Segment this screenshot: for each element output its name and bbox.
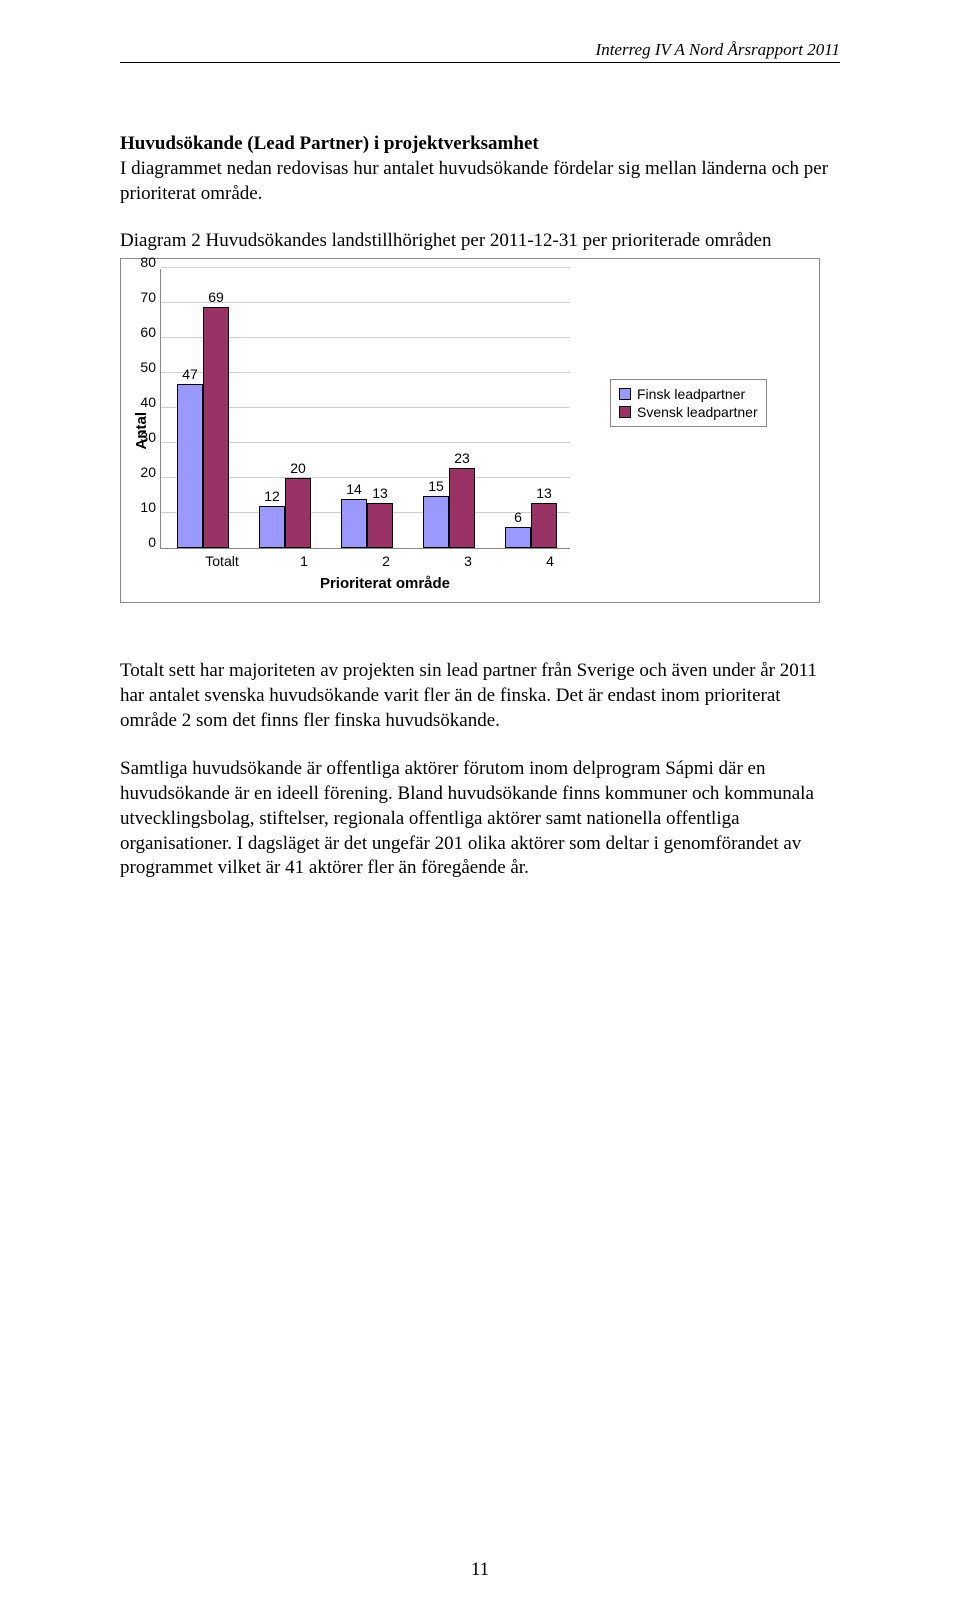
paragraph-2: Samtliga huvudsökande är offentliga aktö…	[120, 757, 840, 880]
plot-area: 47 69 12 20 14 13 15 23 6 13	[160, 269, 570, 549]
page: Interreg IV A Nord Årsrapport 2011 Huvud…	[0, 0, 960, 1617]
x-tick-label: Totalt	[205, 553, 238, 569]
section-title: Huvudsökande (Lead Partner) i projektver…	[120, 133, 840, 155]
x-tick-label: 4	[546, 553, 554, 569]
bar-value-label: 14	[346, 481, 362, 497]
x-tick-label: 2	[382, 553, 390, 569]
page-number: 11	[0, 1559, 960, 1581]
legend: Finsk leadpartner Svensk leadpartner	[610, 379, 767, 427]
bar-value-label: 23	[454, 450, 470, 466]
bar	[259, 506, 285, 548]
bar-value-label: 12	[264, 488, 280, 504]
legend-label: Finsk leadpartner	[637, 386, 745, 402]
x-tick-label: 3	[464, 553, 472, 569]
bar	[177, 384, 203, 549]
paragraph-1: Totalt sett har majoriteten av projekten…	[120, 659, 840, 733]
plot-column: Antal 80706050403020100 4769122014131523…	[133, 269, 590, 592]
x-axis-label: Prioriterat område	[180, 575, 590, 592]
bar	[531, 503, 557, 549]
chart-caption: Diagram 2 Huvudsökandes landstillhörighe…	[120, 230, 840, 252]
bar	[203, 307, 229, 549]
running-header: Interreg IV A Nord Årsrapport 2011	[120, 40, 840, 60]
legend-item: Finsk leadpartner	[619, 386, 758, 402]
bar	[367, 503, 393, 549]
bar-value-label: 13	[536, 485, 552, 501]
bar	[423, 496, 449, 549]
bar	[505, 527, 531, 548]
bar	[285, 478, 311, 548]
bar-value-label: 69	[208, 289, 224, 305]
legend-item: Svensk leadpartner	[619, 404, 758, 420]
legend-swatch	[619, 388, 631, 400]
chart-frame: Antal 80706050403020100 4769122014131523…	[120, 258, 820, 603]
bar-value-label: 20	[290, 460, 306, 476]
x-tick-label: 1	[300, 553, 308, 569]
chart-inner: Antal 80706050403020100 4769122014131523…	[133, 269, 807, 592]
bar-value-label: 15	[428, 478, 444, 494]
legend-label: Svensk leadpartner	[637, 404, 758, 420]
header-rule	[120, 62, 840, 63]
intro-paragraph: I diagrammet nedan redovisas hur antalet…	[120, 157, 840, 206]
plot-with-axes: 80706050403020100 4769122014131523613 To…	[156, 269, 590, 592]
bar	[449, 468, 475, 549]
gridline	[161, 267, 570, 268]
bar-value-label: 13	[372, 485, 388, 501]
x-labels: Totalt 1 2 3 4	[180, 553, 590, 571]
bar-value-label: 47	[182, 366, 198, 382]
bar-value-label: 6	[514, 509, 522, 525]
legend-swatch	[619, 406, 631, 418]
bar	[341, 499, 367, 548]
